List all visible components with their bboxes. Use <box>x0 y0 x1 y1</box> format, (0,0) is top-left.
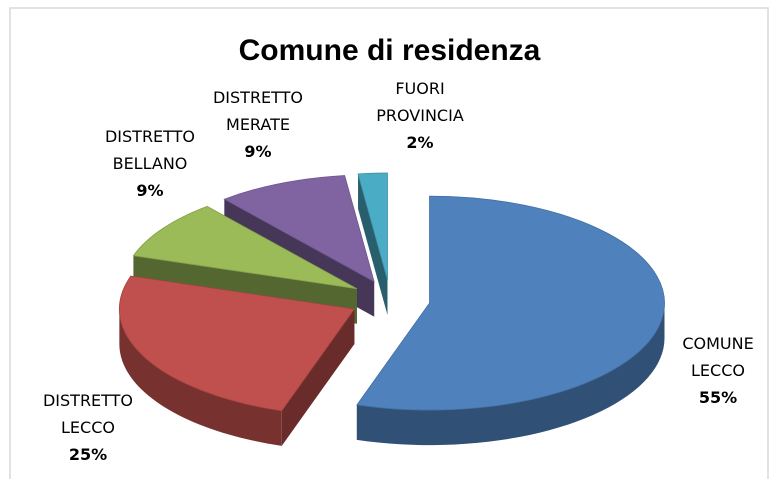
slice-top <box>132 205 358 290</box>
data-label: DISTRETTO MERATE 9% <box>203 84 313 165</box>
slice-wall <box>119 309 282 446</box>
slice-top <box>118 275 356 412</box>
value-label: 2% <box>406 133 434 152</box>
value-label: 9% <box>244 142 272 161</box>
slice-side <box>281 309 355 446</box>
value-label: 25% <box>68 445 108 464</box>
data-label: FUORI PROVINCIA 2% <box>365 75 475 156</box>
pie-slice <box>356 195 665 446</box>
chart-title: Comune di residenza <box>238 34 541 67</box>
pie-slice <box>118 275 356 446</box>
category-label: COMUNE LECCO <box>682 334 754 380</box>
slice-side <box>358 173 388 316</box>
data-label: DISTRETTO LECCO 25% <box>33 387 143 468</box>
pie-slice <box>357 172 388 316</box>
category-label: DISTRETTO LECCO <box>42 391 134 437</box>
category-label: FUORI PROVINCIA <box>376 79 464 125</box>
slice-wall <box>356 303 665 446</box>
data-label: DISTRETTO BELLANO 9% <box>95 123 205 204</box>
category-label: DISTRETTO BELLANO <box>104 127 196 173</box>
slice-top <box>223 175 375 283</box>
slice-top <box>357 172 388 281</box>
value-label: 55% <box>698 388 738 407</box>
category-label: DISTRETTO MERATE <box>212 88 304 134</box>
data-label: COMUNE LECCO 55% <box>663 330 773 411</box>
value-label: 9% <box>136 181 164 200</box>
slice-top <box>356 195 665 411</box>
